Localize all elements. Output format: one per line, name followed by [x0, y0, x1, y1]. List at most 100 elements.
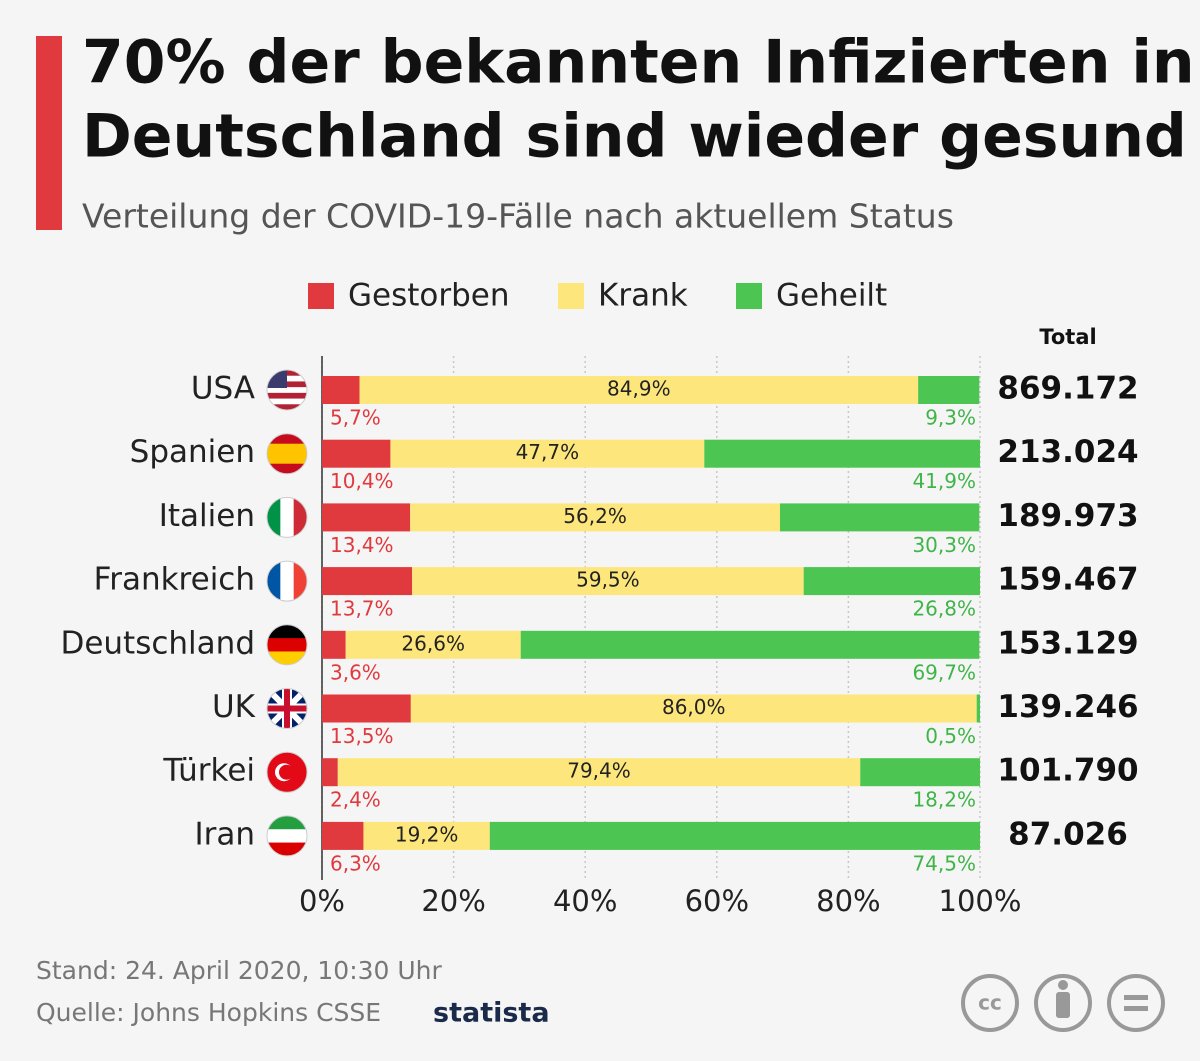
flag-stripe: [267, 651, 307, 665]
flag-stripe: [267, 404, 307, 410]
flag-stripe: [267, 387, 307, 394]
category-label: UK: [212, 689, 256, 725]
flag-border: [266, 624, 308, 666]
x-tick-label: 40%: [553, 884, 617, 918]
data-label: 5,7%: [330, 406, 381, 430]
category-label: Spanien: [130, 434, 255, 470]
icon: cc: [978, 991, 1002, 1015]
flag-stripe: [267, 398, 307, 405]
x-tick-label: 0%: [299, 884, 345, 918]
flag-border: [266, 496, 308, 538]
flag-stripe: [267, 433, 307, 445]
data-label: 3,6%: [330, 660, 381, 684]
chart-title: 70% der bekannten Infizierten in: [82, 28, 1195, 98]
total-label: 213.024: [997, 434, 1138, 470]
flag: [267, 433, 307, 474]
icon: [1056, 992, 1070, 1018]
flag-stripe: [267, 392, 307, 400]
flag-stripe: [267, 443, 307, 455]
bar-segment: [322, 630, 346, 659]
flag-stripe: [267, 497, 281, 538]
legend-swatch: [736, 283, 762, 309]
flag-stripe: [267, 842, 307, 856]
data-label: 26,8%: [912, 597, 976, 621]
flag-border: [266, 751, 308, 793]
category-label: Iran: [194, 816, 255, 852]
bar-segment: [322, 821, 364, 850]
data-label: 19,2%: [395, 822, 459, 846]
category-label: USA: [191, 371, 255, 407]
flag-stripe: [267, 463, 307, 474]
flag-border: [266, 369, 308, 411]
total-label: 189.973: [997, 498, 1138, 534]
flag: [267, 497, 307, 538]
flag-crescent: [279, 764, 294, 780]
flag-border: [266, 688, 308, 729]
bar-segment: [322, 567, 413, 596]
total-label: 87.026: [1008, 816, 1128, 852]
bar-segment: [412, 567, 804, 596]
category-label: Italien: [159, 498, 255, 534]
legend-swatch: [308, 283, 334, 309]
legend-label: Gestorben: [348, 278, 510, 314]
source: Quelle: Johns Hopkins CSSE: [36, 998, 381, 1027]
bar-segment: [322, 503, 411, 532]
license-icons: cc: [961, 974, 1165, 1032]
icon: [1124, 995, 1148, 1000]
x-tick-label: 100%: [939, 884, 1022, 918]
legend-label: Geheilt: [776, 278, 887, 314]
icon: [1124, 1006, 1148, 1011]
accent-bar: [36, 36, 62, 230]
bar-segment: [359, 376, 919, 404]
legend-label: Krank: [598, 278, 688, 314]
chart-subtitle: Verteilung der COVID-19-Fälle nach aktue…: [82, 197, 954, 236]
flag-border: [266, 433, 308, 475]
footnote: Stand: 24. April 2020, 10:30 Uhr: [36, 956, 443, 985]
bar-segment: [410, 694, 977, 723]
bar-segment: [322, 758, 338, 787]
flag-stripe: [267, 638, 307, 652]
flag-stripe: [293, 561, 307, 602]
data-label: 13,7%: [330, 597, 394, 621]
bar-segment: [520, 630, 980, 659]
chart-title: Deutschland sind wieder gesund: [82, 102, 1187, 172]
icon: [1058, 980, 1068, 990]
bar-segment: [860, 758, 980, 787]
flag: [267, 815, 307, 856]
flag-border: [266, 815, 308, 857]
data-label: 56,2%: [563, 504, 627, 528]
data-label: 9,3%: [925, 406, 976, 430]
data-label: 0,5%: [925, 724, 976, 748]
category-label: Frankreich: [94, 562, 255, 598]
data-label: 74,5%: [912, 851, 976, 875]
bar-segment: [976, 694, 980, 723]
flag-stripe: [280, 497, 295, 538]
data-label: 13,4%: [330, 533, 394, 557]
total-label: 159.467: [997, 562, 1138, 598]
data-label: 41,9%: [912, 469, 976, 493]
bar-segment: [322, 694, 411, 723]
data-label: 6,3%: [330, 851, 381, 875]
bar-segment: [704, 439, 980, 468]
data-label: 69,7%: [912, 660, 976, 684]
total-label: 153.129: [997, 625, 1138, 661]
bar-segment: [322, 376, 360, 404]
data-label: 26,6%: [401, 631, 465, 655]
flag-stripe: [280, 561, 295, 602]
flag-stripe: [267, 829, 307, 844]
data-label: 47,7%: [516, 440, 580, 464]
data-label: 10,4%: [330, 469, 394, 493]
bar-segment: [363, 821, 490, 850]
bar-segment: [322, 439, 391, 468]
bar-segment: [410, 503, 780, 532]
bar-segment: [918, 376, 980, 404]
data-label: 86,0%: [662, 695, 726, 719]
data-label: 18,2%: [912, 788, 976, 812]
category-label: Deutschland: [60, 625, 255, 661]
flag-stripe: [267, 624, 307, 639]
flag-stripe: [267, 453, 307, 465]
bar-segment: [337, 758, 861, 787]
flag: [267, 624, 307, 665]
flag: [267, 752, 307, 793]
